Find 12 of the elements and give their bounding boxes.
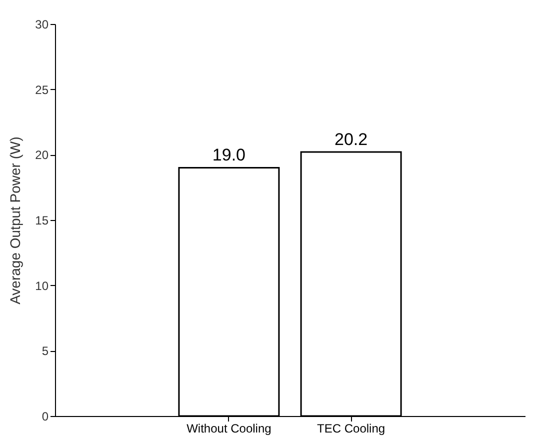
y-tick-label: 20 [35, 148, 49, 162]
y-tick-label: 5 [42, 344, 49, 358]
y-tick-label: 25 [35, 82, 49, 97]
y-axis-title: Average Output Power (W) [7, 136, 24, 304]
data-label: 20.2 [334, 130, 368, 150]
y-tick-label: 30 [35, 18, 49, 32]
data-label: 19.0 [212, 146, 246, 165]
y-tick-label: 15 [35, 214, 49, 228]
y-tick-label: 0 [42, 410, 49, 424]
y-tick-label: 10 [35, 278, 49, 293]
x-tick-label: Without Cooling [186, 422, 272, 436]
x-tick-label: TEC Cooling [317, 422, 386, 436]
